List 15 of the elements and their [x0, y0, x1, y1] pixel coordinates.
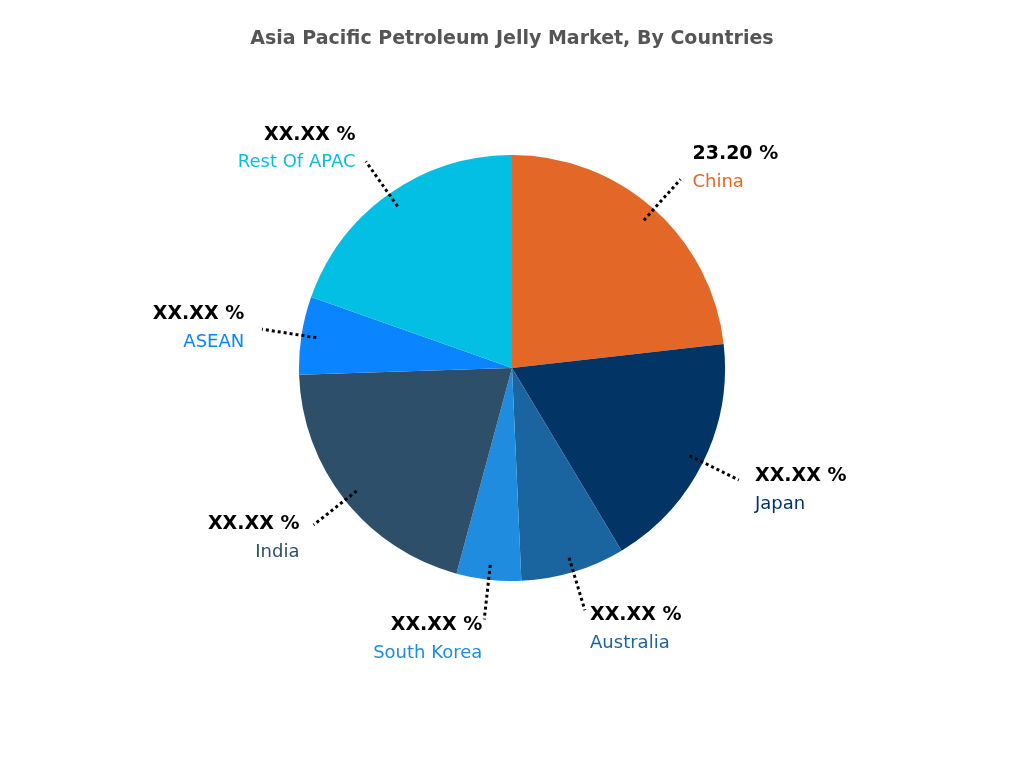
data-label: XX.XX % — [264, 121, 356, 144]
data-label: XX.XX % — [207, 511, 300, 534]
slice-label: South Korea — [373, 641, 483, 663]
slice-label: Japan — [753, 491, 806, 513]
slice-label: China — [692, 169, 744, 191]
data-label: XX.XX % — [152, 301, 245, 324]
slice-label: Australia — [590, 631, 670, 653]
data-label: XX.XX % — [590, 602, 682, 625]
chart-title: Asia Pacific Petroleum Jelly Market, By Countries — [249, 26, 775, 48]
slice-label: ASEAN — [183, 330, 245, 352]
slice-label: India — [255, 539, 300, 561]
data-label: 23.20 % — [692, 140, 779, 163]
data-label: XX.XX % — [390, 612, 483, 635]
data-label: XX.XX % — [754, 462, 847, 485]
slice-label: Rest Of APAC — [237, 150, 356, 172]
